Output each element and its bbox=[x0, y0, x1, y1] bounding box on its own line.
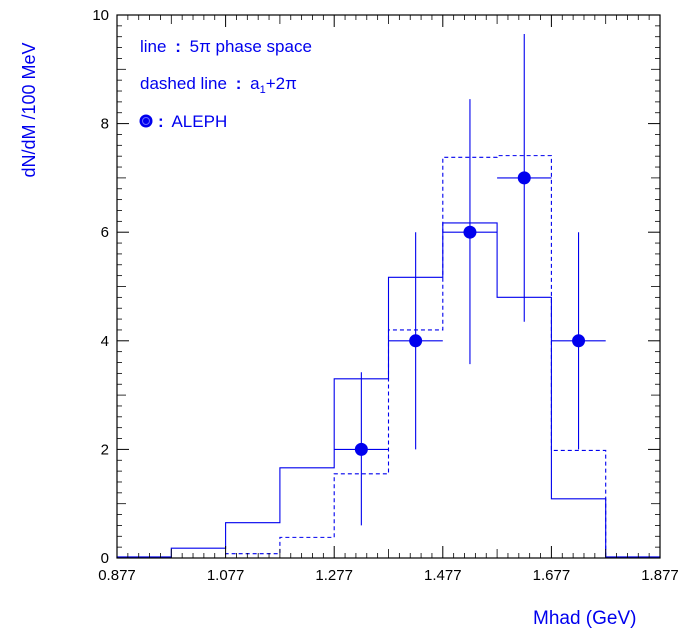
legend: line : 5π phase space dashed line : a1+2… bbox=[139, 37, 312, 131]
legend-separator: : bbox=[158, 112, 164, 131]
data-point bbox=[442, 99, 498, 365]
x-tick-label: 1.277 bbox=[315, 567, 353, 584]
axes-layer: 0.877 1.077 1.277 1.477 1.677 1.877 0 2 4 6 8 10 bbox=[92, 7, 678, 584]
legend-marker-label: ALEPH bbox=[171, 112, 227, 131]
legend-separator: : bbox=[175, 37, 181, 56]
data-point-marker bbox=[409, 334, 423, 348]
y-tick-label: 2 bbox=[101, 441, 109, 458]
y-tick-label: 8 bbox=[101, 116, 109, 133]
legend-dashed-desc-main: a bbox=[250, 74, 260, 93]
y-tick-label: 6 bbox=[101, 224, 109, 241]
y-axis-title: dN/dM /100 MeV bbox=[19, 42, 39, 177]
x-tick-label: 1.477 bbox=[424, 567, 462, 584]
data-point bbox=[497, 34, 552, 322]
x-axis-title: Mhad (GeV) bbox=[533, 608, 636, 629]
data-point bbox=[334, 372, 389, 526]
y-tick-label: 10 bbox=[92, 7, 109, 24]
data-point bbox=[551, 232, 606, 450]
legend-dashed-desc-rest: +2π bbox=[266, 74, 297, 93]
data-point-marker bbox=[572, 334, 586, 348]
legend-dashed-desc-sub: 1 bbox=[260, 84, 266, 96]
data-point-marker bbox=[517, 171, 531, 185]
legend-marker-ring bbox=[142, 117, 150, 125]
x-tick-label: 1.077 bbox=[207, 567, 245, 584]
x-tick-label: 1.877 bbox=[641, 567, 679, 584]
legend-dashed-label: dashed line bbox=[140, 74, 227, 93]
legend-line-label: line bbox=[140, 37, 166, 56]
data-point-marker bbox=[463, 225, 477, 239]
data-points-layer bbox=[334, 34, 606, 526]
legend-line-desc: 5π phase space bbox=[190, 37, 312, 56]
x-tick-label: 1.677 bbox=[533, 567, 571, 584]
y-tick-label: 0 bbox=[101, 550, 109, 567]
legend-line-entry: line : 5π phase space bbox=[140, 37, 312, 56]
legend-marker-icon bbox=[139, 114, 153, 128]
data-point-marker bbox=[354, 442, 368, 456]
legend-separator: : bbox=[236, 74, 242, 93]
histogram-series-solid bbox=[116, 222, 661, 558]
y-tick-label: 4 bbox=[101, 333, 109, 350]
legend-dashed-entry: dashed line : a1+2π bbox=[140, 74, 297, 96]
legend-marker-entry: : ALEPH bbox=[158, 112, 227, 131]
x-tick-label: 0.877 bbox=[98, 567, 136, 584]
data-point bbox=[388, 232, 443, 450]
